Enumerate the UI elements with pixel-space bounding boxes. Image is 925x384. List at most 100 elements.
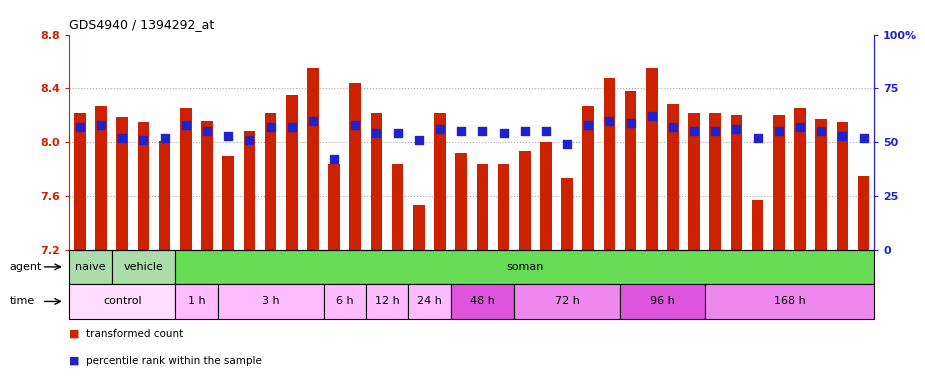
Point [305, 118, 320, 124]
Bar [413, 205, 425, 250]
Bar [366, 284, 408, 319]
Bar [624, 91, 636, 250]
Text: control: control [103, 296, 142, 306]
Point [179, 122, 193, 128]
Bar [243, 131, 255, 250]
Point [835, 132, 850, 139]
Point [454, 128, 469, 134]
Bar [450, 284, 514, 319]
Bar [265, 113, 277, 250]
Bar [519, 152, 531, 250]
Point [475, 128, 489, 134]
Bar [476, 164, 488, 250]
Bar [667, 104, 679, 250]
Text: 48 h: 48 h [470, 296, 495, 306]
Point [72, 124, 87, 130]
Bar [324, 284, 366, 319]
Text: ■: ■ [69, 329, 83, 339]
Bar [350, 83, 361, 250]
Text: 72 h: 72 h [555, 296, 579, 306]
Point [390, 131, 405, 137]
Bar [705, 284, 874, 319]
Bar [836, 122, 848, 250]
Text: GDS4940 / 1394292_at: GDS4940 / 1394292_at [69, 18, 215, 31]
Point [665, 124, 680, 130]
Bar [159, 141, 170, 250]
Point [284, 124, 299, 130]
Bar [69, 284, 175, 319]
Point [602, 118, 617, 124]
Text: vehicle: vehicle [124, 262, 164, 272]
Point [793, 124, 808, 130]
Point [115, 135, 130, 141]
Point [136, 137, 151, 143]
Bar [709, 113, 722, 250]
Bar [175, 284, 217, 319]
Text: 6 h: 6 h [336, 296, 353, 306]
Text: agent: agent [9, 262, 42, 272]
Bar [138, 122, 149, 250]
Point [93, 122, 108, 128]
Bar [328, 164, 339, 250]
Bar [620, 284, 705, 319]
Point [157, 135, 172, 141]
Point [263, 124, 278, 130]
Bar [455, 153, 467, 250]
Bar [117, 117, 129, 250]
Bar [392, 164, 403, 250]
Point [623, 120, 638, 126]
Point [433, 126, 448, 132]
Bar [604, 78, 615, 250]
Bar [286, 95, 298, 250]
Bar [688, 113, 700, 250]
Point [708, 128, 722, 134]
Text: naive: naive [75, 262, 105, 272]
Bar [202, 121, 213, 250]
Bar [95, 106, 107, 250]
Bar [307, 68, 319, 250]
Point [327, 156, 341, 162]
Text: 3 h: 3 h [262, 296, 279, 306]
Bar [561, 179, 573, 250]
Text: soman: soman [506, 262, 543, 272]
Point [412, 137, 426, 143]
Text: percentile rank within the sample: percentile rank within the sample [86, 356, 262, 366]
Bar [69, 250, 112, 284]
Bar [434, 113, 446, 250]
Bar [175, 250, 874, 284]
Point [200, 128, 215, 134]
Point [686, 128, 701, 134]
Point [581, 122, 596, 128]
Point [221, 132, 236, 139]
Bar [731, 115, 742, 250]
Point [538, 128, 553, 134]
Bar [646, 68, 658, 250]
Bar [815, 119, 827, 250]
Bar [74, 113, 86, 250]
Text: ■: ■ [69, 356, 83, 366]
Text: 96 h: 96 h [650, 296, 674, 306]
Text: time: time [9, 296, 34, 306]
Bar [498, 164, 510, 250]
Text: 12 h: 12 h [375, 296, 400, 306]
Bar [857, 176, 869, 250]
Text: 168 h: 168 h [773, 296, 806, 306]
Point [857, 135, 871, 141]
Point [814, 128, 829, 134]
Point [560, 141, 574, 147]
Point [771, 128, 786, 134]
Point [729, 126, 744, 132]
Point [242, 137, 257, 143]
Bar [514, 284, 620, 319]
Point [369, 131, 384, 137]
Text: 1 h: 1 h [188, 296, 205, 306]
Point [348, 122, 363, 128]
Point [750, 135, 765, 141]
Bar [371, 113, 382, 250]
Bar [773, 115, 784, 250]
Bar [540, 142, 551, 250]
Point [496, 131, 511, 137]
Bar [222, 156, 234, 250]
Bar [583, 106, 594, 250]
Bar [795, 109, 806, 250]
